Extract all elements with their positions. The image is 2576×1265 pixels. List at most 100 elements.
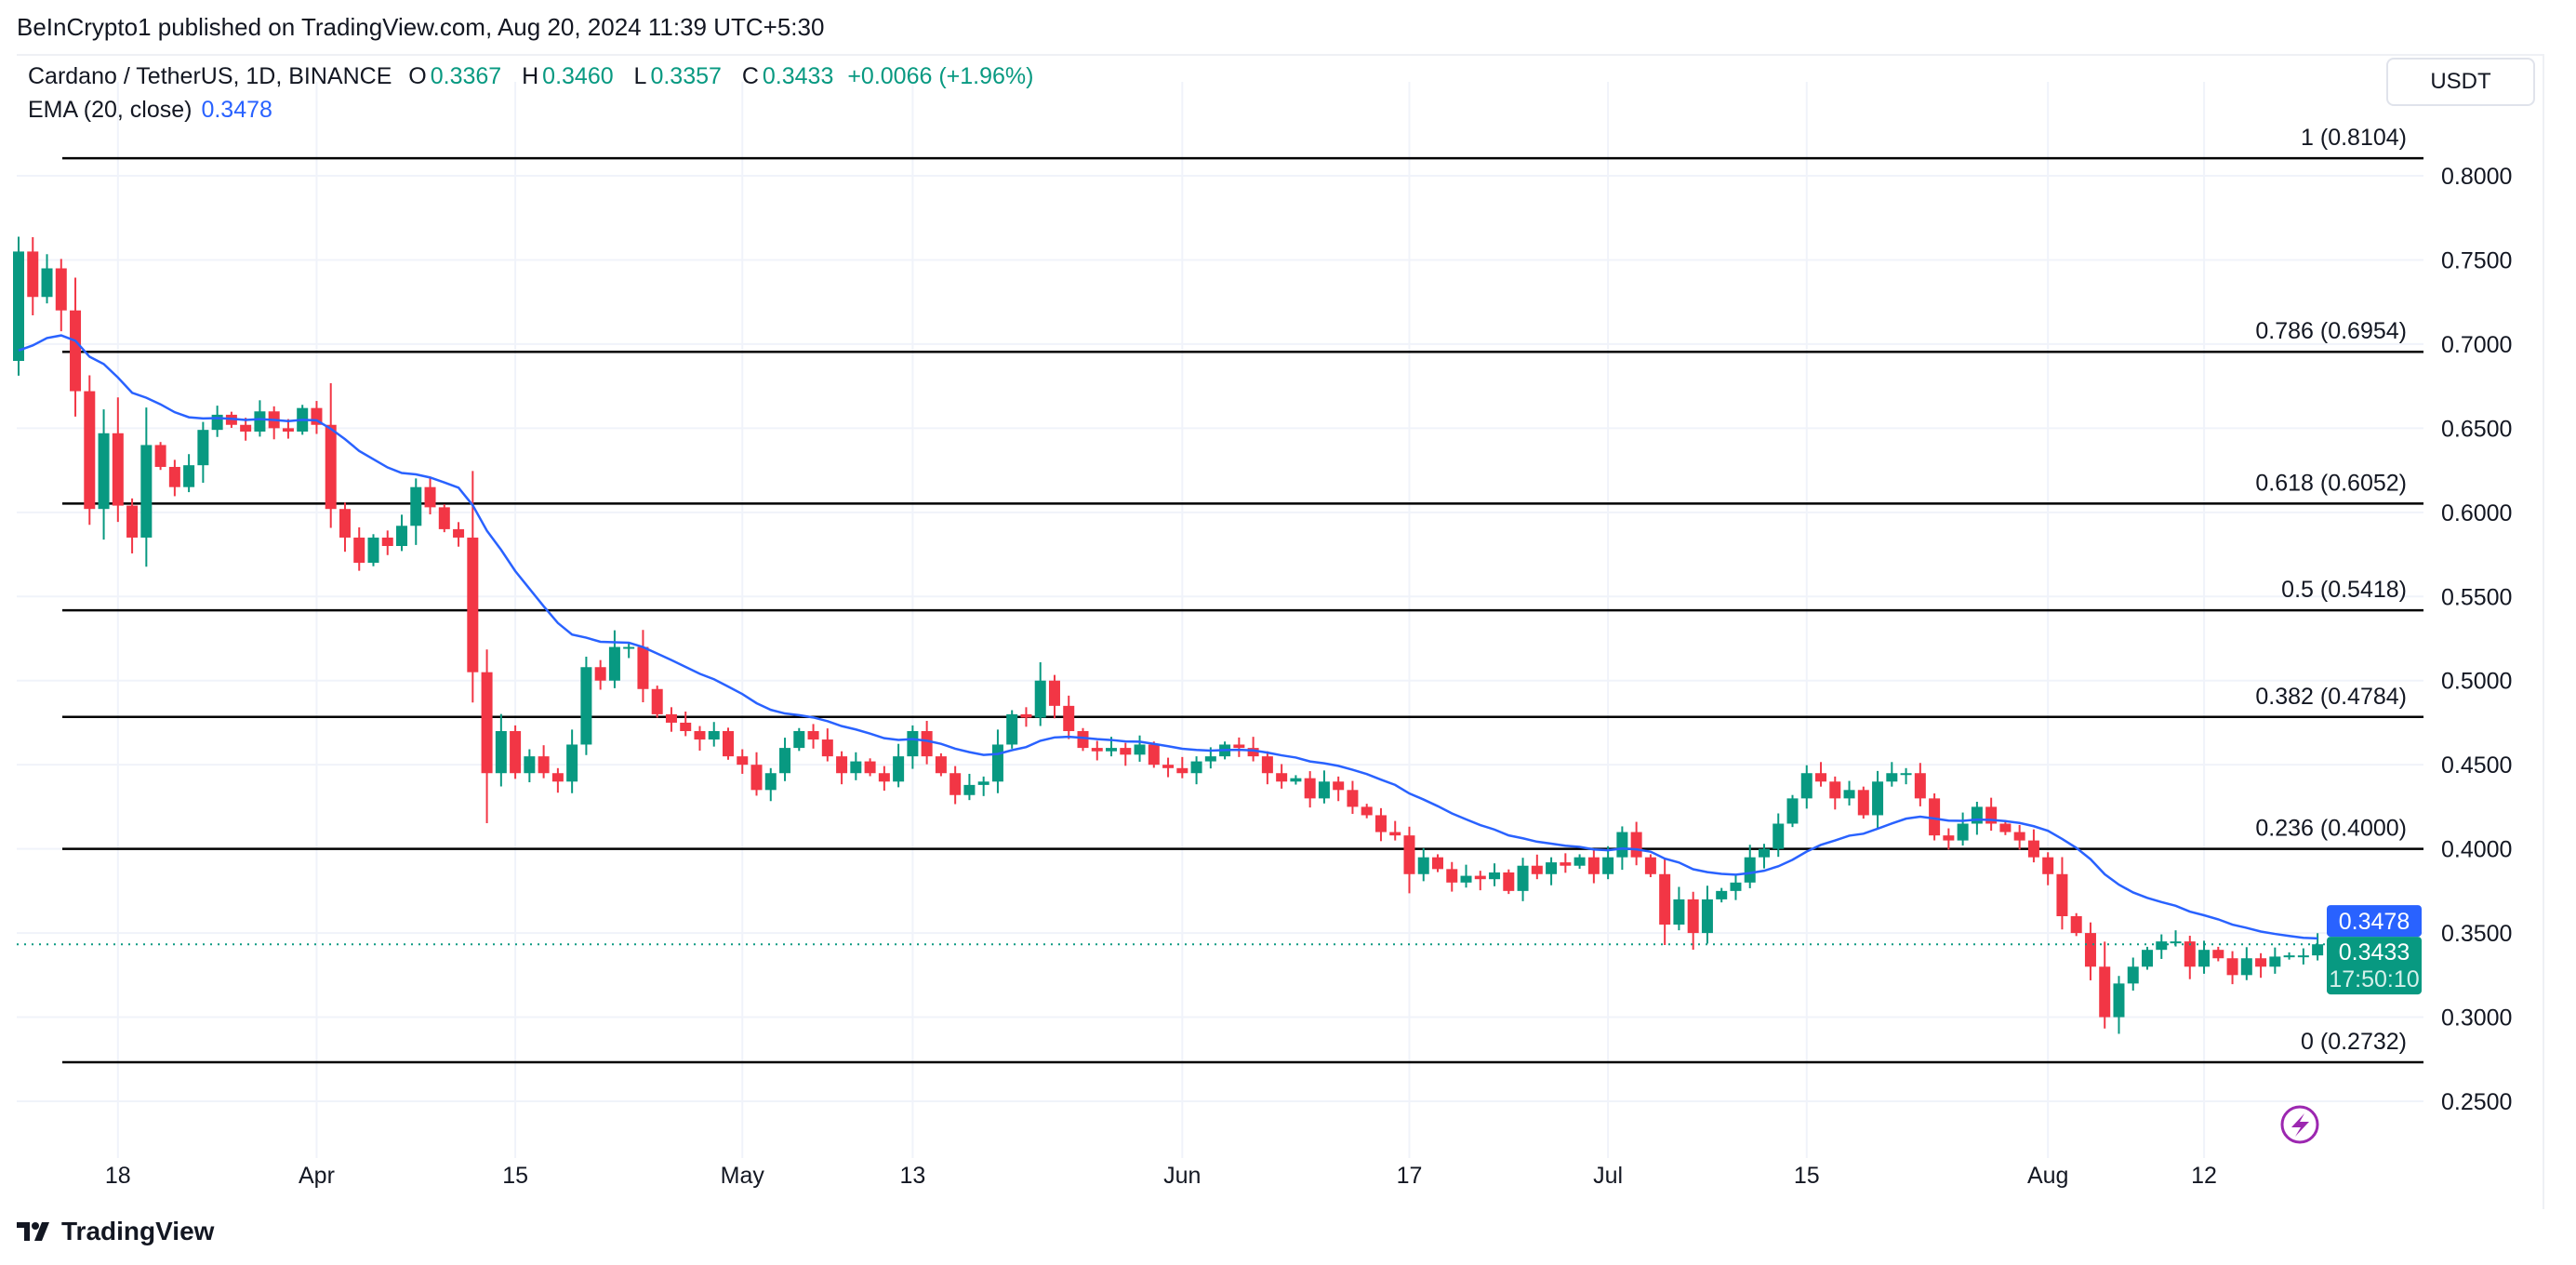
candle-down	[594, 667, 606, 681]
candle-down	[2042, 857, 2054, 874]
candle-down	[551, 773, 564, 782]
low-value: 0.3357	[650, 63, 722, 89]
currency-button[interactable]: USDT	[2386, 58, 2535, 106]
candle-down	[2070, 916, 2082, 934]
candle-down	[1176, 767, 1188, 774]
close-value: 0.3433	[762, 63, 834, 89]
candle-up	[1872, 781, 1884, 816]
candle-down	[750, 765, 763, 791]
chart-frame	[17, 54, 2544, 1209]
open-value: 0.3367	[430, 63, 502, 89]
candle-up	[2198, 950, 2211, 967]
candle-up	[1318, 781, 1330, 799]
candle-down	[807, 731, 819, 740]
candle-down	[1333, 781, 1345, 791]
candle-down	[2027, 840, 2039, 858]
candle-down	[1560, 862, 1572, 866]
candle-up	[1800, 773, 1812, 799]
candle-down	[1659, 873, 1671, 925]
candle-down	[665, 713, 677, 723]
change-value: +0.0066 (+1.96%)	[847, 63, 1034, 89]
price-axis-label: 0.4500	[2441, 752, 2512, 779]
candle-up	[566, 744, 578, 782]
ema-legend[interactable]: EMA (20, close) 0.3478	[28, 97, 272, 124]
candle-up	[793, 731, 805, 749]
candle-down	[651, 688, 663, 714]
tradingview-logo[interactable]: TradingView	[17, 1217, 214, 1246]
candle-up	[1034, 680, 1046, 718]
price-axis-label: 0.6500	[2441, 416, 2512, 442]
candle-up	[1417, 857, 1429, 874]
time-axis-label: Jul	[1593, 1163, 1623, 1189]
candle-down	[424, 486, 436, 508]
candle-up	[1786, 798, 1799, 824]
candle-up	[1744, 857, 1756, 883]
candle-down	[1531, 865, 1543, 874]
candle-down	[1374, 815, 1387, 832]
candle-up	[254, 411, 266, 432]
time-axis-label: Apr	[299, 1163, 335, 1189]
candle-down	[1261, 756, 1273, 774]
candle-down	[2084, 933, 2096, 967]
candle-up	[1900, 773, 1912, 776]
time-axis-label: Aug	[2027, 1163, 2068, 1189]
fib-level-label: 0.5 (0.5418)	[2281, 577, 2407, 603]
candle-down	[1120, 748, 1132, 755]
candle-down	[325, 424, 337, 510]
candle-up	[977, 781, 989, 785]
candle-down	[2212, 950, 2224, 959]
candle-down	[1829, 781, 1841, 799]
candle-down	[453, 528, 465, 538]
candle-down	[282, 428, 294, 432]
candle-up	[1546, 862, 1558, 874]
published-info: BeInCrypto1 published on TradingView.com…	[17, 13, 825, 41]
candle-up	[1758, 848, 1770, 858]
candle-down	[1687, 899, 1699, 934]
price-axis-label: 0.8000	[2441, 164, 2512, 190]
high-value: 0.3460	[542, 63, 614, 89]
alert-icon[interactable]	[2280, 1105, 2319, 1144]
time-axis-label: 18	[105, 1163, 131, 1189]
time-axis-label: 17	[1397, 1163, 1423, 1189]
candle-down	[637, 646, 649, 689]
time-axis-label: 13	[899, 1163, 925, 1189]
candle-down	[1943, 835, 1955, 841]
candle-up	[2156, 941, 2168, 951]
candle-up	[608, 646, 620, 681]
time-axis-label: 15	[1794, 1163, 1820, 1189]
price-axis-label: 0.3500	[2441, 921, 2512, 947]
tradingview-logo-icon	[17, 1222, 49, 1241]
candle-down	[1503, 872, 1515, 891]
candle-up	[2283, 955, 2295, 958]
candle-down	[1063, 705, 1075, 731]
symbol-title[interactable]: Cardano / TetherUS, 1D, BINANCE	[28, 63, 392, 89]
candle-down	[84, 391, 96, 510]
fib-level-label: 0 (0.2732)	[2301, 1029, 2407, 1055]
candle-up	[13, 251, 24, 361]
time-axis-label: 12	[2191, 1163, 2217, 1189]
time-axis-label: May	[721, 1163, 765, 1189]
candle-up	[2127, 966, 2139, 984]
candle-down	[240, 424, 252, 432]
fib-retracement: 1 (0.8104) 0.786 (0.6954) 0.618 (0.6052) 0.…	[62, 125, 2423, 1064]
candle-up	[410, 486, 422, 526]
candle-down	[2056, 873, 2068, 916]
candle-down	[1247, 748, 1259, 757]
ema-label: EMA (20, close)	[28, 97, 193, 123]
grid	[17, 82, 2423, 1158]
candle-up	[2113, 983, 2125, 1018]
candle-down	[1432, 857, 1443, 870]
candle-up	[2240, 958, 2252, 976]
candle-down	[2099, 966, 2111, 1018]
price-axis-label: 0.6000	[2441, 500, 2512, 526]
candle-down	[1630, 832, 1642, 858]
candle-down	[723, 731, 734, 757]
price-axis-label: 0.2500	[2441, 1089, 2512, 1115]
candle-up	[2170, 941, 2182, 944]
low-label: L	[633, 63, 647, 89]
ema-price-badge	[2327, 905, 2422, 938]
candle-down	[1361, 806, 1373, 816]
candle-down	[168, 466, 180, 487]
candle-down	[1389, 832, 1401, 836]
